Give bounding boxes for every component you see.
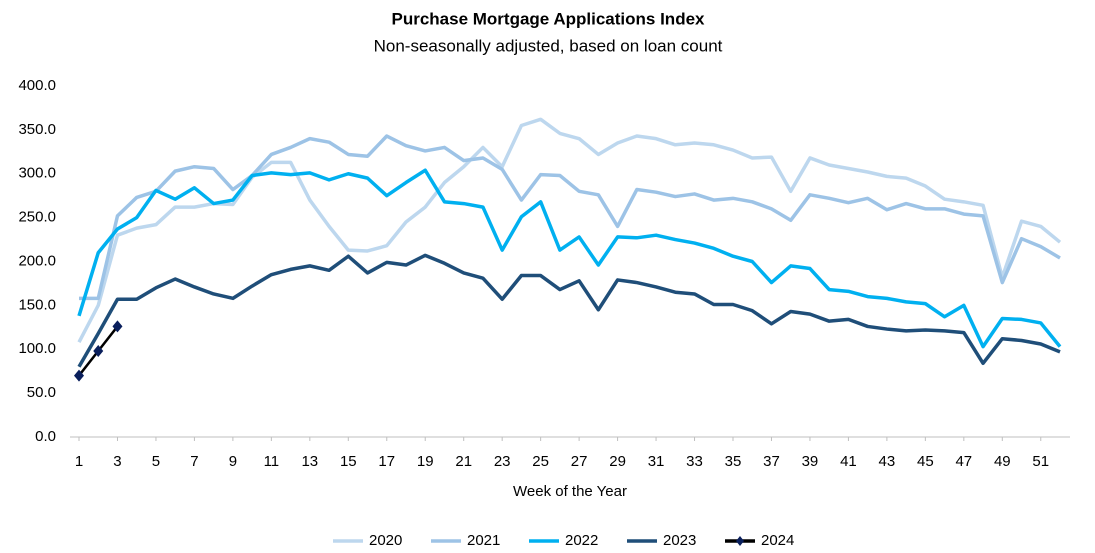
x-tick-label: 33 [686,453,703,470]
y-tick-label: 50.0 [27,384,56,401]
x-tick-label: 43 [879,453,896,470]
chart-subtitle: Non-seasonally adjusted, based on loan c… [374,36,723,55]
series-line [77,117,1062,344]
y-tick-label: 100.0 [18,340,56,357]
x-tick-label: 13 [301,453,318,470]
series-line [79,134,1061,301]
x-tick-label: 29 [609,453,626,470]
x-tick-label: 51 [1032,453,1049,470]
y-tick-label: 150.0 [18,296,56,313]
legend-label: 2022 [565,532,598,549]
x-tick-label: 31 [648,453,665,470]
x-tick-label: 11 [264,453,280,470]
x-tick-label: 7 [190,453,198,470]
x-tick-label: 39 [802,453,819,470]
x-tick-label: 1 [75,453,83,470]
legend-label: 2023 [663,532,696,549]
x-tick-label: 9 [229,453,237,470]
legend-marker [736,536,744,546]
x-tick-label: 5 [152,453,160,470]
y-tick-label: 0.0 [35,428,56,445]
x-tick-label: 41 [840,453,857,470]
chart-title: Purchase Mortgage Applications Index [392,9,706,28]
y-tick-label: 200.0 [18,252,56,269]
y-tick-label: 350.0 [18,121,56,138]
x-tick-label: 15 [340,453,357,470]
x-tick-label: 27 [571,453,588,470]
x-tick-label: 19 [417,453,434,470]
legend-label: 2021 [467,532,500,549]
x-tick-label: 49 [994,453,1011,470]
point-marker [112,320,123,333]
x-tick-label: 47 [955,453,972,470]
x-tick-label: 25 [532,453,549,470]
point-marker [93,345,104,358]
legend-label: 2024 [761,532,794,549]
series-line [77,253,1061,368]
x-tick-label: 35 [725,453,742,470]
series-line [77,168,1062,349]
y-tick-label: 400.0 [18,77,56,94]
x-tick-label: 3 [113,453,121,470]
legend-label: 2020 [369,532,402,549]
x-tick-label: 21 [455,453,472,470]
x-tick-label: 23 [494,453,511,470]
x-tick-label: 37 [763,453,780,470]
x-tick-label: 17 [378,453,395,470]
point-marker [74,369,84,382]
x-axis-label: Week of the Year [513,483,627,500]
x-tick-label: 45 [917,453,934,470]
y-tick-label: 250.0 [18,209,56,226]
y-tick-label: 300.0 [18,165,56,182]
